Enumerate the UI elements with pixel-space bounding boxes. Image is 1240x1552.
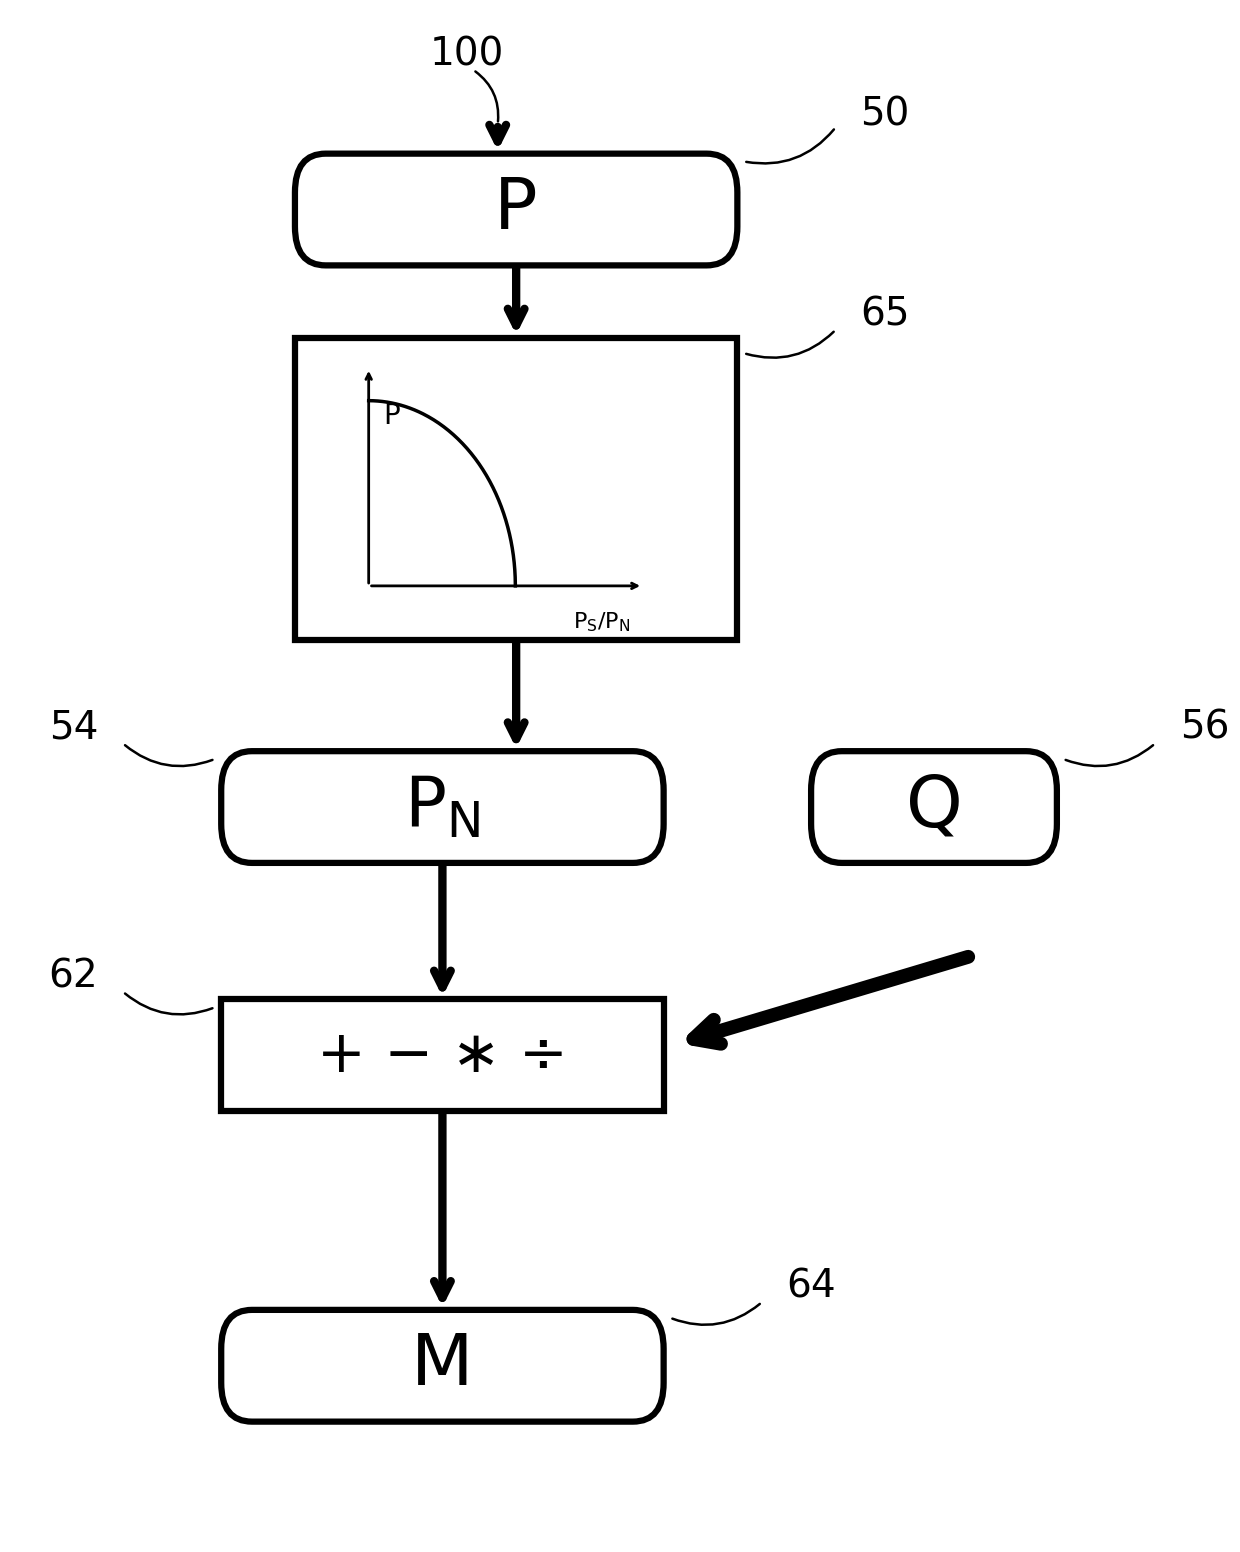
Text: Q: Q [905,773,962,841]
Text: P: P [495,175,538,244]
Bar [295,338,738,639]
FancyBboxPatch shape [811,751,1056,863]
Text: $\mathrm{P_S/P_N}$: $\mathrm{P_S/P_N}$ [573,610,630,635]
Text: $\mathrm{P_N}$: $\mathrm{P_N}$ [404,773,481,841]
Text: M: M [412,1332,474,1400]
Bar [221,999,663,1111]
Text: 62: 62 [48,958,98,995]
Text: 54: 54 [48,709,98,747]
Text: 64: 64 [786,1268,836,1305]
Text: 100: 100 [430,36,505,73]
FancyBboxPatch shape [221,751,663,863]
Text: + − ∗ ÷: + − ∗ ÷ [317,1027,568,1083]
Text: P: P [383,402,401,430]
FancyBboxPatch shape [221,1310,663,1422]
FancyBboxPatch shape [295,154,738,265]
Text: 50: 50 [861,96,910,133]
Text: 56: 56 [1179,709,1229,747]
Text: 65: 65 [861,295,910,334]
